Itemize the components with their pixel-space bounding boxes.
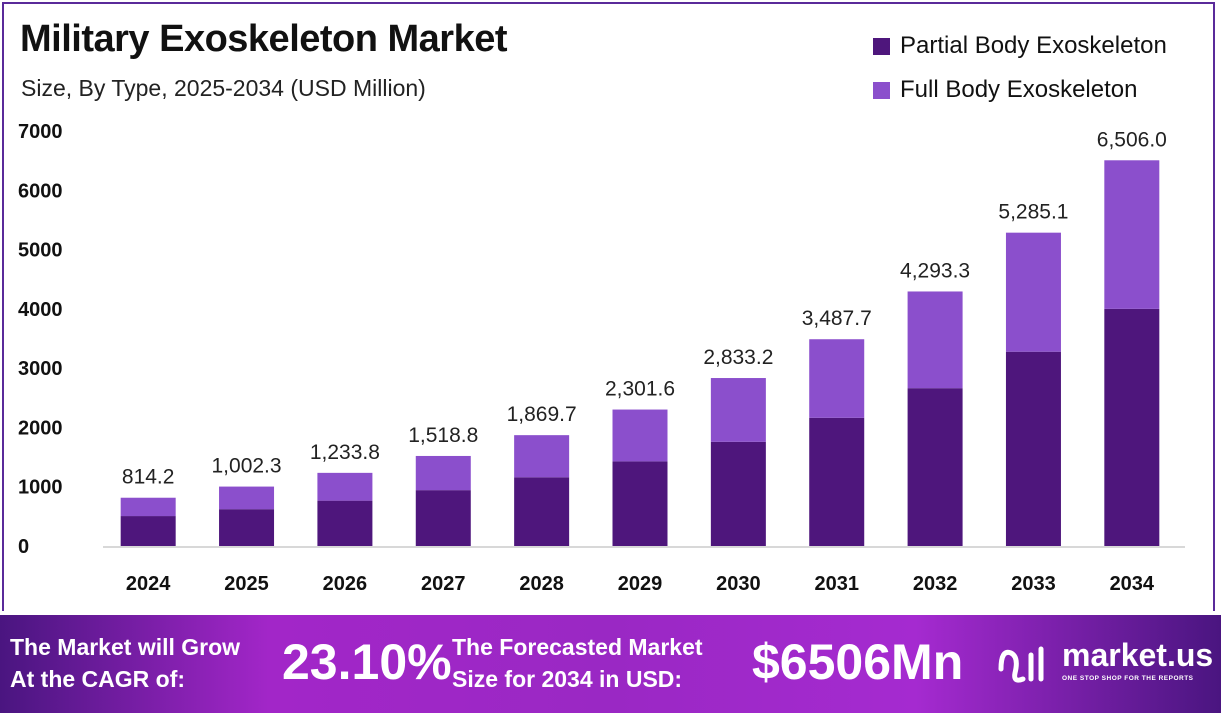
bar-partial-body [120, 516, 176, 546]
data-label-total: 6,506.0 [1097, 128, 1167, 151]
logo-tagline: ONE STOP SHOP FOR THE REPORTS [1062, 675, 1194, 682]
y-tick-label: 1000 [18, 477, 63, 499]
y-tick-label: 2000 [18, 417, 63, 439]
cagr-label-line1: The Market will Grow [10, 634, 241, 660]
y-tick-label: 4000 [18, 299, 63, 321]
logo-text: market.us [1062, 637, 1214, 673]
bar-partial-body [219, 509, 275, 546]
bar-partial-body [317, 500, 373, 546]
chart-title: Military Exoskeleton Market [20, 18, 508, 60]
bar-full-body [219, 486, 275, 510]
bar-full-body [612, 409, 668, 462]
bar-full-body [907, 291, 963, 389]
bar-full-body [1104, 160, 1160, 309]
data-label-total: 2,301.6 [605, 378, 675, 401]
chart-subtitle: Size, By Type, 2025-2034 (USD Million) [21, 75, 426, 101]
y-tick-label: 5000 [18, 240, 63, 262]
legend-swatch-partial [873, 37, 890, 55]
y-tick-label: 3000 [18, 358, 63, 380]
data-label-total: 814.2 [122, 466, 175, 489]
cagr-value: 23.10% [282, 634, 452, 690]
bar-full-body [120, 497, 176, 517]
bar-partial-body [514, 477, 570, 546]
y-tick-label: 0 [18, 536, 29, 558]
x-tick-label: 2028 [519, 573, 564, 595]
bar-partial-body [1005, 351, 1061, 546]
data-label-total: 3,487.7 [802, 307, 872, 330]
bar-full-body [415, 455, 471, 491]
data-label-total: 4,293.3 [900, 259, 970, 282]
bar-partial-body [809, 417, 865, 546]
bar-chart: 0 1000 2000 3000 4000 5000 6000 7000 814.2 2024 1,… [18, 121, 1185, 595]
bar-full-body [1005, 232, 1061, 352]
bar-partial-body [1104, 308, 1160, 546]
cagr-label-line2: At the CAGR of: [10, 666, 186, 692]
x-tick-label: 2025 [224, 573, 269, 595]
x-tick-label: 2034 [1110, 573, 1155, 595]
x-tick-label: 2030 [716, 573, 761, 595]
x-tick-label: 2029 [618, 573, 663, 595]
bar-partial-body [415, 490, 471, 546]
x-tick-label: 2027 [421, 573, 466, 595]
bar-full-body [317, 472, 373, 501]
market-us-logo-icon [998, 646, 1044, 683]
legend-item-partial: Partial Body Exoskeleton [873, 32, 1167, 60]
x-tick-label: 2032 [913, 573, 958, 595]
x-tick-label: 2026 [323, 573, 368, 595]
y-tick-label: 6000 [18, 180, 63, 202]
footer-banner: The Market will Grow At the CAGR of: 23.… [0, 615, 1221, 713]
forecast-value: $6506Mn [752, 634, 964, 690]
data-label-total: 1,002.3 [212, 455, 282, 478]
legend-label-full: Full Body Exoskeleton [900, 76, 1138, 103]
forecast-label-line2: Size for 2034 in USD: [452, 666, 683, 692]
bar-partial-body [612, 461, 668, 546]
forecast-label-line1: The Forecasted Market [452, 634, 703, 660]
x-tick-label: 2024 [126, 573, 171, 595]
legend-label-partial: Partial Body Exoskeleton [900, 32, 1167, 59]
x-tick-label: 2033 [1011, 573, 1056, 595]
bar-full-body [710, 378, 766, 442]
data-label-total: 1,869.7 [507, 403, 577, 426]
y-tick-label: 7000 [18, 121, 63, 143]
x-tick-label: 2031 [814, 573, 859, 595]
data-label-total: 2,833.2 [703, 346, 773, 369]
legend-swatch-full [873, 81, 890, 99]
bar-partial-body [710, 441, 766, 546]
chart-frame [2, 2, 1215, 611]
data-label-total: 1,233.8 [310, 441, 380, 464]
data-label-total: 1,518.8 [408, 424, 478, 447]
data-label-total: 5,285.1 [998, 201, 1068, 224]
bar-full-body [514, 435, 570, 478]
bar-full-body [809, 339, 865, 418]
bar-partial-body [907, 388, 963, 546]
legend-item-full: Full Body Exoskeleton [873, 76, 1137, 104]
